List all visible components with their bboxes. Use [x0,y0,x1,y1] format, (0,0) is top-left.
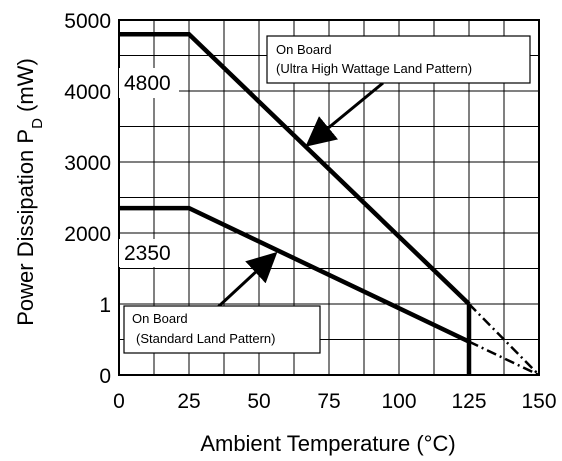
annotation-standard-line1: On Board [132,311,188,326]
x-tick-label: 100 [381,390,416,413]
x-axis-title: Ambient Temperature (°C) [200,431,455,456]
x-tick-label: 0 [113,390,125,413]
x-tick-label: 75 [317,390,340,413]
annotation-ultra-line1: On Board [276,42,332,57]
annotation-arrow-ultra [305,81,384,147]
x-tick-label: 50 [247,390,270,413]
y-tick-label: 3000 [64,152,111,175]
plot-frame [118,19,540,376]
series-layer [119,31,540,377]
annotation-arrow-standard [216,251,278,309]
value-label-4800: 4800 [119,68,179,98]
series-extension-1 [468,340,540,377]
y-axis-title: Power Dissipation PD (mW) [13,58,46,326]
y-axis-ticks: 0 1 2000 3000 4000 5000 [64,10,111,388]
y-tick-label: 2000 [64,223,111,246]
y-tick-label: 1 [99,294,111,317]
annotation-box-standard: On Board (Standard Land Pattern) [123,305,321,354]
series-line-0 [119,31,471,306]
series-line-1 [119,205,470,344]
series-extension-0 [468,303,540,376]
value-label-2350-text: 2350 [124,242,171,265]
y-tick-label: 5000 [64,10,111,33]
x-tick-label: 125 [451,390,486,413]
y-tick-label: 4000 [64,81,111,104]
value-label-4800-text: 4800 [124,72,171,95]
annotation-box-ultra: On Board (Ultra High Wattage Land Patter… [266,35,531,84]
x-axis-ticks: 0 25 50 75 100 125 150 [113,390,556,413]
value-label-2350: 2350 [119,239,179,267]
y-axis-title-unit: (mW) [13,58,38,118]
y-axis-title-subscript: D [29,118,46,129]
annotation-ultra-line2: (Ultra High Wattage Land Pattern) [276,61,472,76]
y-tick-label: 0 [99,365,111,388]
annotation-standard-line2: (Standard Land Pattern) [136,331,275,346]
x-tick-label: 25 [177,390,200,413]
y-axis-title-main: Power Dissipation P [13,129,38,326]
x-tick-label: 150 [521,390,556,413]
